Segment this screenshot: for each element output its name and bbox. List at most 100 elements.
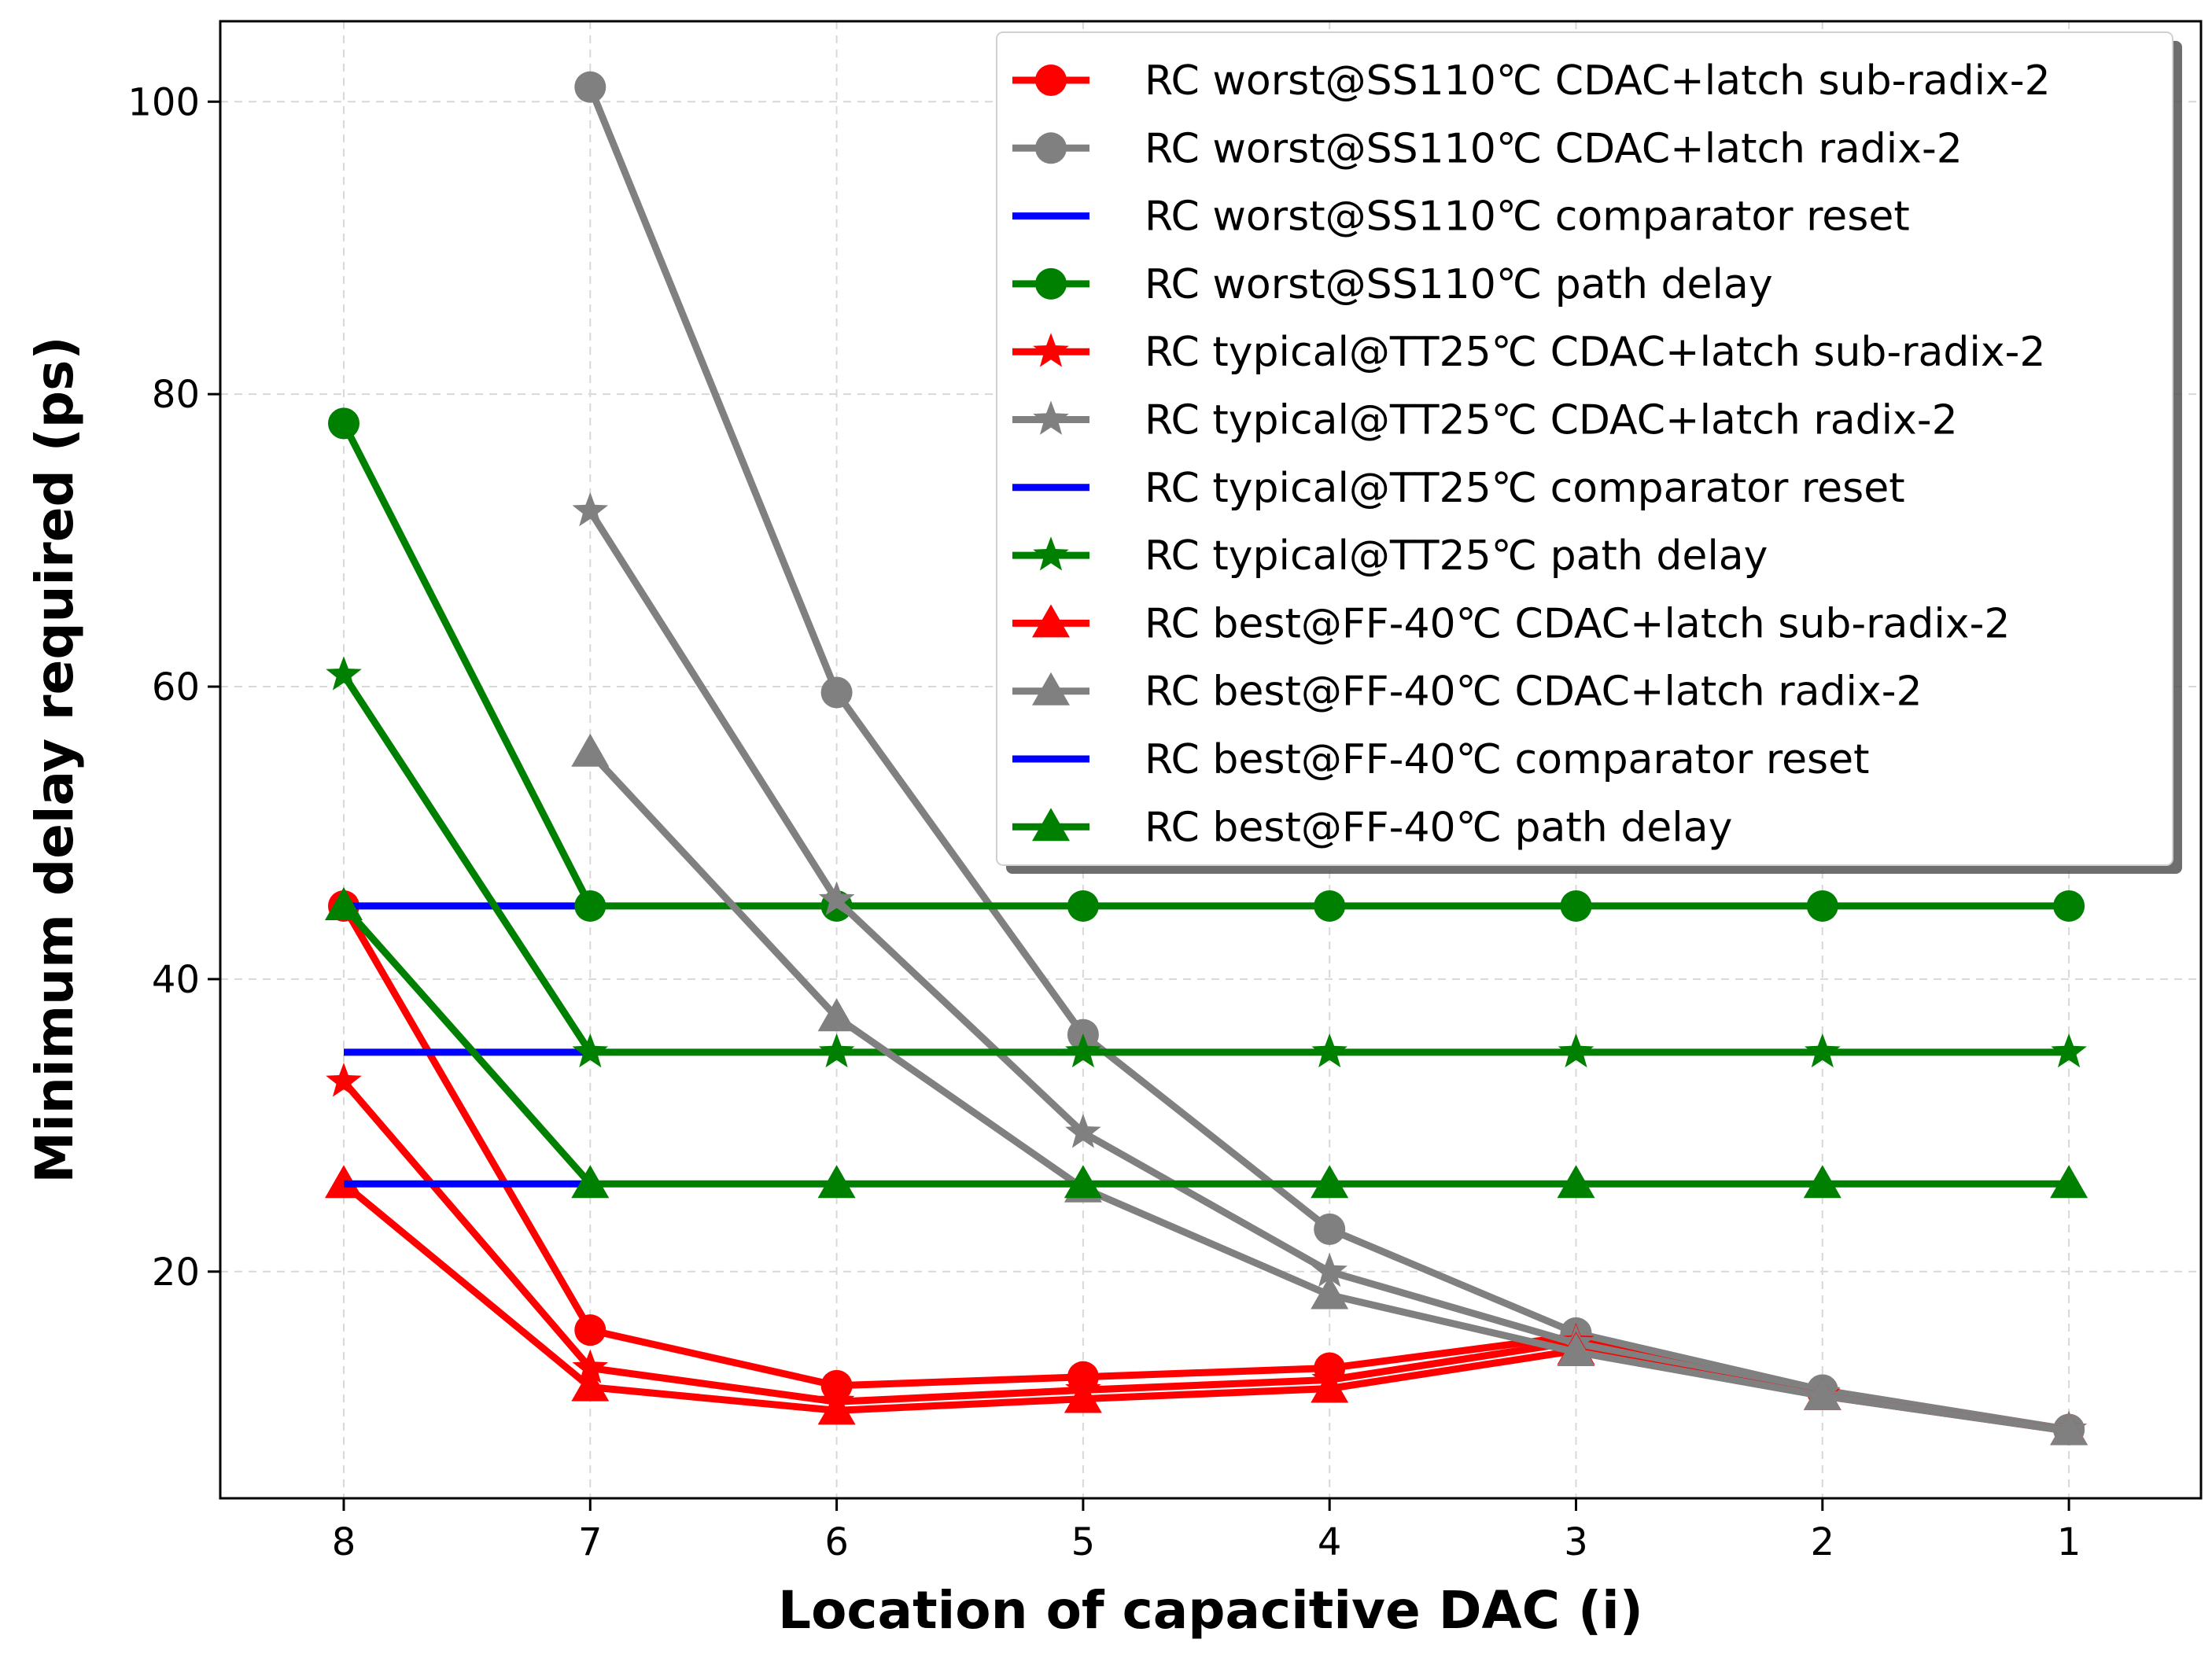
legend-entry: RC typical@TT25℃ CDAC+latch sub-radix-2 <box>1012 329 2046 376</box>
data-point-circle <box>820 676 853 709</box>
x-tick-label: 3 <box>1564 1520 1588 1564</box>
legend-swatch-marker <box>1035 132 1067 164</box>
data-point-triangle <box>1311 1165 1349 1199</box>
data-point-triangle <box>325 886 363 920</box>
data-point-star <box>1065 1114 1101 1148</box>
legend-swatch-marker <box>1033 536 1069 571</box>
legend-label: RC worst@SS110℃ path delay <box>1145 261 1773 308</box>
legend-label: RC best@FF-40℃ CDAC+latch radix-2 <box>1145 669 1923 716</box>
data-point-star <box>572 492 609 527</box>
legend-entry: RC typical@TT25℃ path delay <box>1012 532 1768 580</box>
x-tick-label: 8 <box>332 1520 356 1564</box>
data-point-triangle <box>2050 1165 2088 1199</box>
x-tick-label: 6 <box>824 1520 849 1564</box>
legend-swatch-marker <box>1032 672 1070 705</box>
y-tick-label: 100 <box>127 80 200 124</box>
legend-entry: RC best@FF-40℃ CDAC+latch radix-2 <box>1012 669 1923 716</box>
data-point-triangle <box>571 1165 610 1199</box>
y-axis-title: Minimum delay required (ps) <box>24 336 85 1183</box>
data-point-circle <box>1067 890 1099 922</box>
legend-swatch-marker <box>1032 808 1070 842</box>
legend-label: RC best@FF-40℃ CDAC+latch sub-radix-2 <box>1145 600 2010 647</box>
data-point-triangle <box>1311 1369 1349 1403</box>
legend-entries: RC worst@SS110℃ CDAC+latch sub-radix-2 RC… <box>1012 57 2051 851</box>
legend-label: RC typical@TT25℃ CDAC+latch radix-2 <box>1145 397 1958 444</box>
legend-entry: RC best@FF-40℃ CDAC+latch sub-radix-2 <box>1012 600 2010 647</box>
legend-swatch-marker <box>1033 400 1069 435</box>
series-3 <box>328 407 2085 922</box>
legend-swatch-marker <box>1033 333 1069 367</box>
data-point-circle <box>1806 890 1838 922</box>
data-point-star <box>818 1033 855 1068</box>
x-tick-label: 2 <box>1811 1520 1835 1564</box>
legend-swatch-marker <box>1035 267 1067 300</box>
legend-entry: RC worst@SS110℃ path delay <box>1012 261 1773 308</box>
series-7 <box>326 656 2087 1068</box>
legend-entry: RC best@FF-40℃ path delay <box>1012 804 1732 851</box>
legend-swatch-marker <box>1032 604 1070 638</box>
series-layer <box>325 71 2088 1446</box>
data-point-star <box>1558 1033 1594 1068</box>
data-point-triangle <box>2050 1412 2088 1446</box>
ticks: 8 7 6 5 4 3 2 1 20 40 60 80 100 <box>127 80 2081 1564</box>
data-point-circle <box>328 407 359 440</box>
data-point-triangle <box>1311 1276 1349 1310</box>
series-line <box>341 672 2070 1056</box>
series-11 <box>325 886 2088 1199</box>
legend-label: RC worst@SS110℃ CDAC+latch sub-radix-2 <box>1145 57 2051 105</box>
legend-label: RC best@FF-40℃ path delay <box>1145 804 1732 851</box>
legend-swatch-marker <box>1035 64 1067 96</box>
legend-label: RC typical@TT25℃ CDAC+latch sub-radix-2 <box>1145 329 2046 376</box>
data-point-star <box>1805 1033 1841 1068</box>
data-point-star <box>572 1349 609 1383</box>
data-point-star <box>326 656 362 691</box>
plot-frame <box>219 20 2203 1500</box>
data-point-circle <box>574 1314 606 1346</box>
data-point-star <box>1065 1033 1101 1068</box>
data-point-circle <box>1560 890 1592 922</box>
data-point-star <box>572 1033 609 1068</box>
legend-entry: RC typical@TT25℃ comparator reset <box>1012 465 1905 512</box>
data-point-triangle <box>817 1391 856 1425</box>
data-point-triangle <box>1557 1333 1595 1367</box>
legend-entry: RC worst@SS110℃ CDAC+latch radix-2 <box>1012 125 1963 172</box>
data-point-triangle <box>1803 1376 1841 1410</box>
x-tick-label: 5 <box>1071 1520 1096 1564</box>
legend-entry: RC worst@SS110℃ comparator reset <box>1012 193 1910 241</box>
data-point-triangle <box>817 1165 856 1199</box>
data-point-star <box>818 881 855 915</box>
data-point-triangle <box>571 733 610 767</box>
data-point-star <box>326 1063 362 1097</box>
data-point-star <box>1311 1033 1347 1068</box>
data-point-circle <box>574 71 606 103</box>
data-point-triangle <box>1803 1165 1841 1199</box>
legend-label: RC best@FF-40℃ comparator reset <box>1145 736 1870 783</box>
data-point-triangle <box>1064 1165 1102 1199</box>
legend-entry: RC typical@TT25℃ CDAC+latch radix-2 <box>1012 397 1958 444</box>
x-tick-label: 7 <box>578 1520 603 1564</box>
x-axis-title: Location of capacitive DAC (i) <box>778 1580 1643 1641</box>
legend-label: RC typical@TT25℃ comparator reset <box>1145 465 1905 512</box>
y-tick-label: 60 <box>152 665 200 709</box>
legend-entry: RC best@FF-40℃ comparator reset <box>1012 736 1870 783</box>
legend-entry: RC worst@SS110℃ CDAC+latch sub-radix-2 <box>1012 57 2051 105</box>
x-tick-label: 4 <box>1318 1520 1342 1564</box>
data-point-triangle <box>817 998 856 1032</box>
series-line <box>341 903 2070 1188</box>
legend-box <box>996 31 2173 866</box>
data-point-star <box>1311 1252 1347 1287</box>
data-point-circle <box>1314 890 1346 922</box>
series-line <box>340 422 2070 910</box>
legend-label: RC worst@SS110℃ comparator reset <box>1145 193 1910 241</box>
legend: RC worst@SS110℃ CDAC+latch sub-radix-2 RC… <box>996 31 2182 874</box>
data-point-circle <box>2053 890 2085 922</box>
data-point-circle <box>574 890 606 922</box>
data-point-triangle <box>1064 1380 1102 1413</box>
y-tick-label: 80 <box>152 373 200 417</box>
data-point-triangle <box>571 1368 610 1402</box>
data-point-star <box>2051 1033 2087 1068</box>
y-tick-label: 40 <box>152 958 200 1002</box>
data-point-circle <box>1314 1213 1346 1245</box>
data-point-triangle <box>1557 1165 1595 1199</box>
